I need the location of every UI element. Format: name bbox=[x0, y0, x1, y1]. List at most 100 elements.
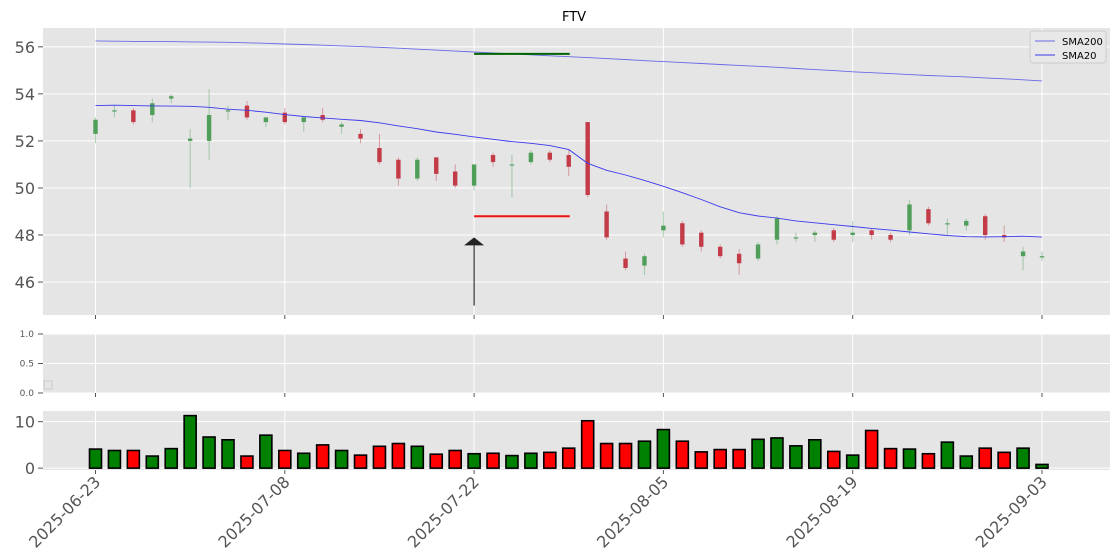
price-y-axis: 46 48 50 52 54 56 bbox=[15, 38, 43, 292]
volume-bar bbox=[372, 445, 387, 469]
candle-body bbox=[566, 155, 571, 167]
candle-body bbox=[1039, 256, 1045, 258]
x-tick-label: 2025-09-03 bbox=[972, 472, 1051, 551]
legend-label: SMA20 bbox=[1062, 51, 1097, 62]
volume-bar bbox=[448, 449, 462, 469]
sma20-line bbox=[95, 104, 1043, 238]
candle-body bbox=[642, 256, 647, 266]
candle-body bbox=[983, 216, 988, 236]
candle-body bbox=[661, 225, 666, 231]
volume-bar bbox=[864, 429, 879, 469]
volume-bars bbox=[88, 414, 1049, 469]
indicator-y-tick-label: 1.0 bbox=[20, 330, 35, 340]
legend: SMA200 SMA20 bbox=[1029, 30, 1107, 64]
volume-bar bbox=[486, 452, 500, 469]
candle-body bbox=[1001, 235, 1007, 238]
volume-bar bbox=[940, 441, 955, 469]
candle-body bbox=[888, 235, 893, 240]
candle-body bbox=[415, 159, 420, 179]
price-y-tick-label: 50 bbox=[15, 179, 35, 198]
volume-bar bbox=[1016, 447, 1030, 469]
legend-label: SMA200 bbox=[1062, 37, 1103, 48]
volume-bar bbox=[808, 439, 822, 469]
volume-bar bbox=[694, 451, 709, 469]
volume-bar bbox=[391, 442, 406, 469]
volume-bar bbox=[675, 440, 690, 469]
volume-bar bbox=[637, 440, 652, 469]
candle-body bbox=[1020, 251, 1026, 257]
candle-body bbox=[907, 204, 912, 231]
volume-bar bbox=[997, 451, 1011, 469]
candle-body bbox=[755, 244, 761, 259]
volume-bar bbox=[164, 447, 179, 469]
candle-body bbox=[812, 232, 818, 236]
volume-bar bbox=[959, 455, 974, 469]
volume-bar bbox=[334, 449, 349, 469]
volume-bar bbox=[978, 447, 993, 469]
volume-bar bbox=[751, 438, 765, 469]
chart-title: FTV bbox=[562, 10, 586, 25]
candle-body bbox=[225, 110, 231, 112]
candle-body bbox=[831, 230, 836, 240]
indicator-legend-marker bbox=[43, 380, 53, 390]
volume-bar bbox=[770, 437, 784, 469]
candle-body bbox=[150, 103, 155, 116]
price-panel bbox=[43, 28, 1110, 315]
candle-body bbox=[301, 117, 306, 123]
volume-bar bbox=[107, 449, 122, 469]
candle-body bbox=[945, 223, 950, 225]
x-tick-label: 2025-07-22 bbox=[404, 472, 483, 551]
candle-body bbox=[793, 237, 799, 239]
price-y-tick-label: 46 bbox=[15, 273, 35, 292]
candle-body bbox=[206, 115, 212, 141]
candle-body bbox=[547, 152, 553, 160]
sma200-line bbox=[95, 40, 1043, 82]
volume-bar bbox=[505, 454, 519, 469]
candle-body bbox=[320, 115, 325, 120]
candle-body bbox=[850, 232, 855, 236]
volume-bar bbox=[580, 419, 595, 469]
volume-bar bbox=[1035, 463, 1049, 469]
candle-body bbox=[112, 110, 117, 112]
candle-body bbox=[396, 159, 401, 179]
x-tick-label: 2025-08-05 bbox=[593, 472, 672, 551]
candle-body bbox=[509, 164, 515, 166]
price-y-tick-label: 48 bbox=[15, 226, 35, 245]
volume-bar bbox=[845, 454, 860, 469]
candlesticks bbox=[93, 89, 1045, 276]
volume-bar bbox=[126, 449, 141, 469]
volume-bar bbox=[277, 449, 292, 469]
price-y-tick-label: 52 bbox=[15, 132, 35, 151]
price-y-tick-label: 54 bbox=[15, 85, 35, 104]
volume-bar bbox=[524, 452, 538, 469]
candle-body bbox=[699, 232, 704, 247]
candle-body bbox=[377, 147, 382, 163]
volume-bar bbox=[240, 455, 254, 469]
candle-body bbox=[339, 124, 344, 127]
candle-body bbox=[528, 152, 534, 163]
volume-bar bbox=[183, 414, 197, 469]
candle-body bbox=[187, 138, 193, 141]
candle-body bbox=[585, 122, 590, 196]
x-tick-label: 2025-08-19 bbox=[782, 472, 861, 551]
candle-body bbox=[964, 220, 969, 226]
candle-body bbox=[358, 133, 363, 139]
candle-body bbox=[434, 157, 439, 174]
volume-bar bbox=[656, 428, 671, 469]
volume-y-tick-label: 0 bbox=[25, 459, 35, 478]
volume-bar bbox=[713, 448, 727, 469]
indicator-y-tick-label: 0.0 bbox=[20, 389, 35, 399]
candle-body bbox=[869, 230, 874, 236]
candle-body bbox=[926, 209, 931, 224]
candle-body bbox=[774, 218, 780, 240]
volume-bar bbox=[410, 445, 425, 469]
candle-body bbox=[452, 171, 458, 186]
moving-averages bbox=[95, 40, 1043, 238]
volume-bar bbox=[618, 442, 633, 469]
volume-bar bbox=[202, 436, 216, 469]
volume-bar bbox=[296, 452, 311, 469]
volume-bar bbox=[145, 455, 160, 469]
volume-bar bbox=[88, 448, 103, 469]
volume-bar bbox=[921, 452, 936, 469]
volume-bar bbox=[315, 444, 330, 469]
